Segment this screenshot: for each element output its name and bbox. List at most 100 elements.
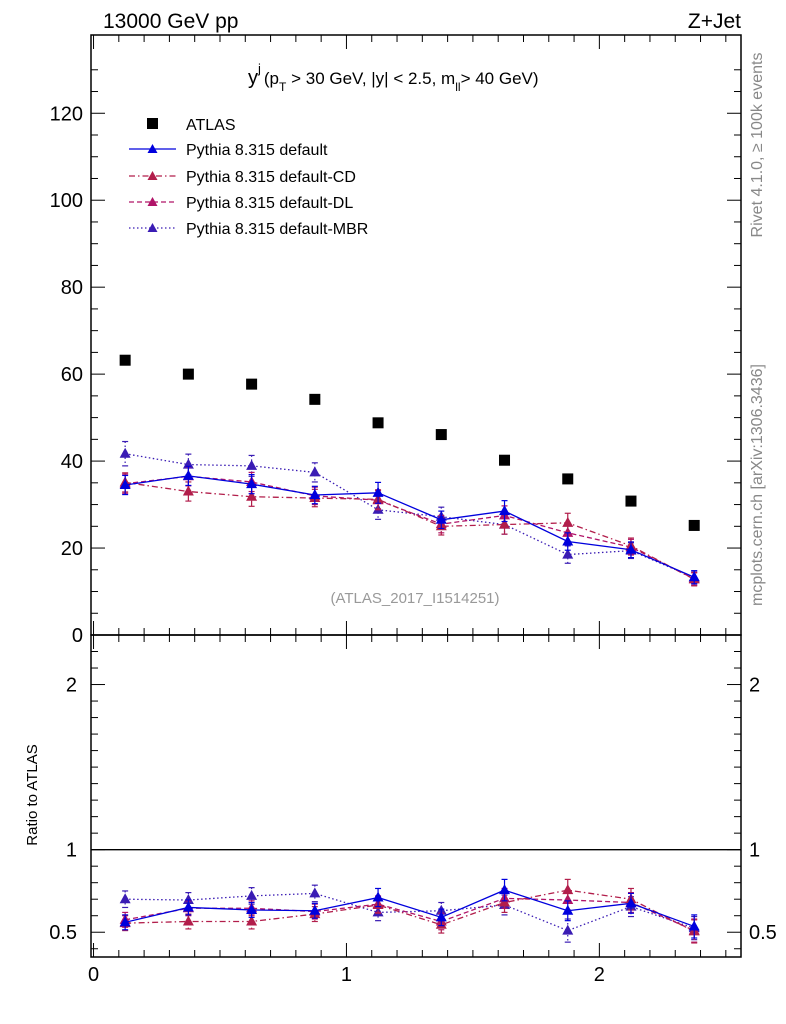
ratio-pythia-8-315-default-marker bbox=[562, 904, 574, 915]
main-atlas-marker bbox=[562, 473, 574, 485]
ratio-pythia-8-315-default-cd-marker bbox=[246, 915, 258, 926]
ratio-pythia-8-315-default-dl-line bbox=[125, 897, 695, 932]
main-atlas-marker bbox=[625, 495, 637, 507]
main-atlas-marker bbox=[435, 429, 447, 441]
ratio-ytick-label-right: 2 bbox=[749, 675, 760, 697]
ratio-pythia-8-315-default-marker bbox=[309, 904, 321, 915]
main-pythia-8-315-default-line bbox=[125, 475, 695, 578]
ratio-ytick-label-right: 1 bbox=[749, 840, 760, 862]
main-pythia-8-315-default-dl-series-group bbox=[119, 466, 700, 587]
main-pythia-8-315-default-cd-marker bbox=[246, 490, 258, 501]
ratio-pythia-8-315-default-marker bbox=[372, 891, 384, 902]
main-y-axis: 0 20 40 60 80 100 120 bbox=[50, 69, 741, 647]
main-pythia-8-315-default-mbr-marker bbox=[246, 459, 258, 470]
ratio-frame bbox=[90, 634, 742, 958]
ratio-y-axis: 0.5 0.5 1 1 2 2 bbox=[49, 651, 777, 950]
legend-entry-cd: Pythia 8.315 default-CD bbox=[129, 169, 356, 186]
ratio-ytick-label: 0.5 bbox=[49, 922, 77, 944]
analysis-watermark: (ATLAS_2017_I1514251) bbox=[330, 590, 499, 607]
main-pythia-8-315-default-mbr-marker bbox=[119, 447, 131, 458]
main-atlas-marker bbox=[309, 393, 321, 405]
main-pythia-8-315-default-marker bbox=[499, 505, 511, 516]
ratio-pythia-8-315-default-cd-marker bbox=[499, 896, 511, 907]
ratio-pythia-8-315-default-dl-marker bbox=[562, 894, 574, 905]
main-pythia-8-315-default-dl-line bbox=[125, 475, 695, 580]
ratio-pythia-8-315-default-marker bbox=[246, 903, 258, 914]
legend-label-atlas: ATLAS bbox=[186, 117, 236, 134]
ratio-pythia-8-315-default-marker bbox=[625, 897, 637, 908]
main-pythia-8-315-default-marker bbox=[246, 478, 258, 489]
ratio-xtick-label: 0 bbox=[88, 964, 99, 986]
main-pythia-8-315-default-marker bbox=[688, 571, 700, 582]
main-atlas-series-group bbox=[119, 354, 700, 531]
main-ytick-label: 60 bbox=[61, 364, 83, 386]
ratio-ytick-label: 2 bbox=[66, 675, 77, 697]
header-right: Z+Jet bbox=[688, 10, 741, 33]
main-ytick-label: 80 bbox=[61, 277, 83, 299]
main-pythia-8-315-default-marker bbox=[435, 513, 447, 524]
ratio-pythia-8-315-default-mbr-series-group bbox=[119, 884, 700, 943]
main-pythia-8-315-default-mbr-line bbox=[125, 453, 695, 579]
main-pythia-8-315-default-marker bbox=[625, 543, 637, 554]
ratio-pythia-8-315-default-marker bbox=[119, 916, 131, 927]
legend-marker-cd bbox=[147, 171, 158, 180]
main-atlas-marker bbox=[182, 368, 194, 380]
main-pythia-8-315-default-cd-marker bbox=[562, 516, 574, 527]
main-pythia-8-315-default-mbr-marker bbox=[309, 466, 321, 477]
mcplots-label: mcplots.cern.ch [arXiv:1306.3436] bbox=[749, 364, 766, 606]
main-atlas-marker bbox=[119, 354, 131, 366]
main-ytick-label: 0 bbox=[72, 625, 83, 647]
main-pythia-8-315-default-marker bbox=[372, 486, 384, 497]
title-ll: ll bbox=[455, 80, 460, 94]
ratio-pythia-8-315-default-marker bbox=[499, 884, 511, 895]
legend-marker-dl bbox=[147, 197, 158, 206]
title-T: T bbox=[279, 80, 287, 94]
ratio-pythia-8-315-default-mbr-line bbox=[125, 892, 695, 932]
main-ytick-label: 40 bbox=[61, 451, 83, 473]
legend-label-default: Pythia 8.315 default bbox=[186, 142, 328, 159]
legend-marker-mbr bbox=[147, 223, 158, 232]
ratio-pythia-8-315-default-mbr-marker bbox=[562, 924, 574, 935]
main-pythia-8-315-default-mbr-marker bbox=[562, 548, 574, 559]
title-mid: > 30 GeV, |y| < 2.5, m bbox=[286, 69, 455, 88]
legend-label-cd: Pythia 8.315 default-CD bbox=[186, 169, 356, 186]
legend: ATLAS Pythia 8.315 default Pythia 8.315 … bbox=[129, 117, 368, 238]
main-atlas-marker bbox=[372, 417, 384, 429]
legend-entry-atlas: ATLAS bbox=[147, 117, 236, 134]
main-ytick-label: 20 bbox=[61, 538, 83, 560]
main-atlas-marker bbox=[688, 519, 700, 531]
legend-marker-atlas bbox=[147, 118, 158, 129]
ratio-pythia-8-315-default-line bbox=[124, 889, 695, 928]
main-pythia-8-315-default-marker bbox=[309, 489, 321, 499]
ratio-pythia-8-315-default-marker bbox=[688, 920, 700, 931]
ratio-pythia-8-315-default-marker bbox=[435, 911, 447, 922]
main-pythia-8-315-default-marker bbox=[182, 469, 194, 480]
ratio-pythia-8-315-default-mbr-marker bbox=[182, 894, 194, 905]
legend-entry-dl: Pythia 8.315 default-DL bbox=[129, 195, 353, 212]
main-pythia-8-315-default-marker bbox=[562, 535, 574, 546]
title-j: j bbox=[257, 61, 261, 76]
rivet-label: Rivet 4.1.0, ≥ 100k events bbox=[749, 53, 766, 238]
ratio-ylabel: Ratio to ATLAS bbox=[24, 744, 41, 845]
ratio-pythia-8-315-default-cd-series-group bbox=[119, 878, 700, 944]
ratio-xtick-label: 2 bbox=[594, 964, 605, 986]
main-x-ticks bbox=[93, 35, 727, 635]
main-pythia-8-315-default-series-group bbox=[119, 465, 700, 585]
ratio-pythia-8-315-default-series-group bbox=[119, 878, 700, 939]
ratio-pythia-8-315-default-mbr-marker bbox=[309, 887, 321, 898]
main-ytick-label: 120 bbox=[50, 103, 83, 125]
ratio-pythia-8-315-default-cd-line bbox=[125, 889, 695, 932]
legend-entry-default: Pythia 8.315 default bbox=[129, 142, 328, 159]
ratio-pythia-8-315-default-marker bbox=[182, 901, 194, 912]
title-open: (p bbox=[264, 69, 279, 88]
legend-entry-mbr: Pythia 8.315 default-MBR bbox=[129, 221, 368, 238]
title-y: y bbox=[248, 67, 258, 89]
ratio-series bbox=[119, 878, 700, 944]
ratio-xtick-label: 1 bbox=[341, 964, 352, 986]
main-atlas-marker bbox=[499, 454, 511, 466]
header-left: 13000 GeV pp bbox=[103, 10, 238, 33]
ratio-panel: 0.5 0.5 1 1 2 2 0 1 2 Ratio to ATLAS bbox=[24, 634, 777, 986]
legend-marker-default bbox=[147, 144, 158, 153]
main-pythia-8-315-default-marker bbox=[119, 479, 131, 489]
